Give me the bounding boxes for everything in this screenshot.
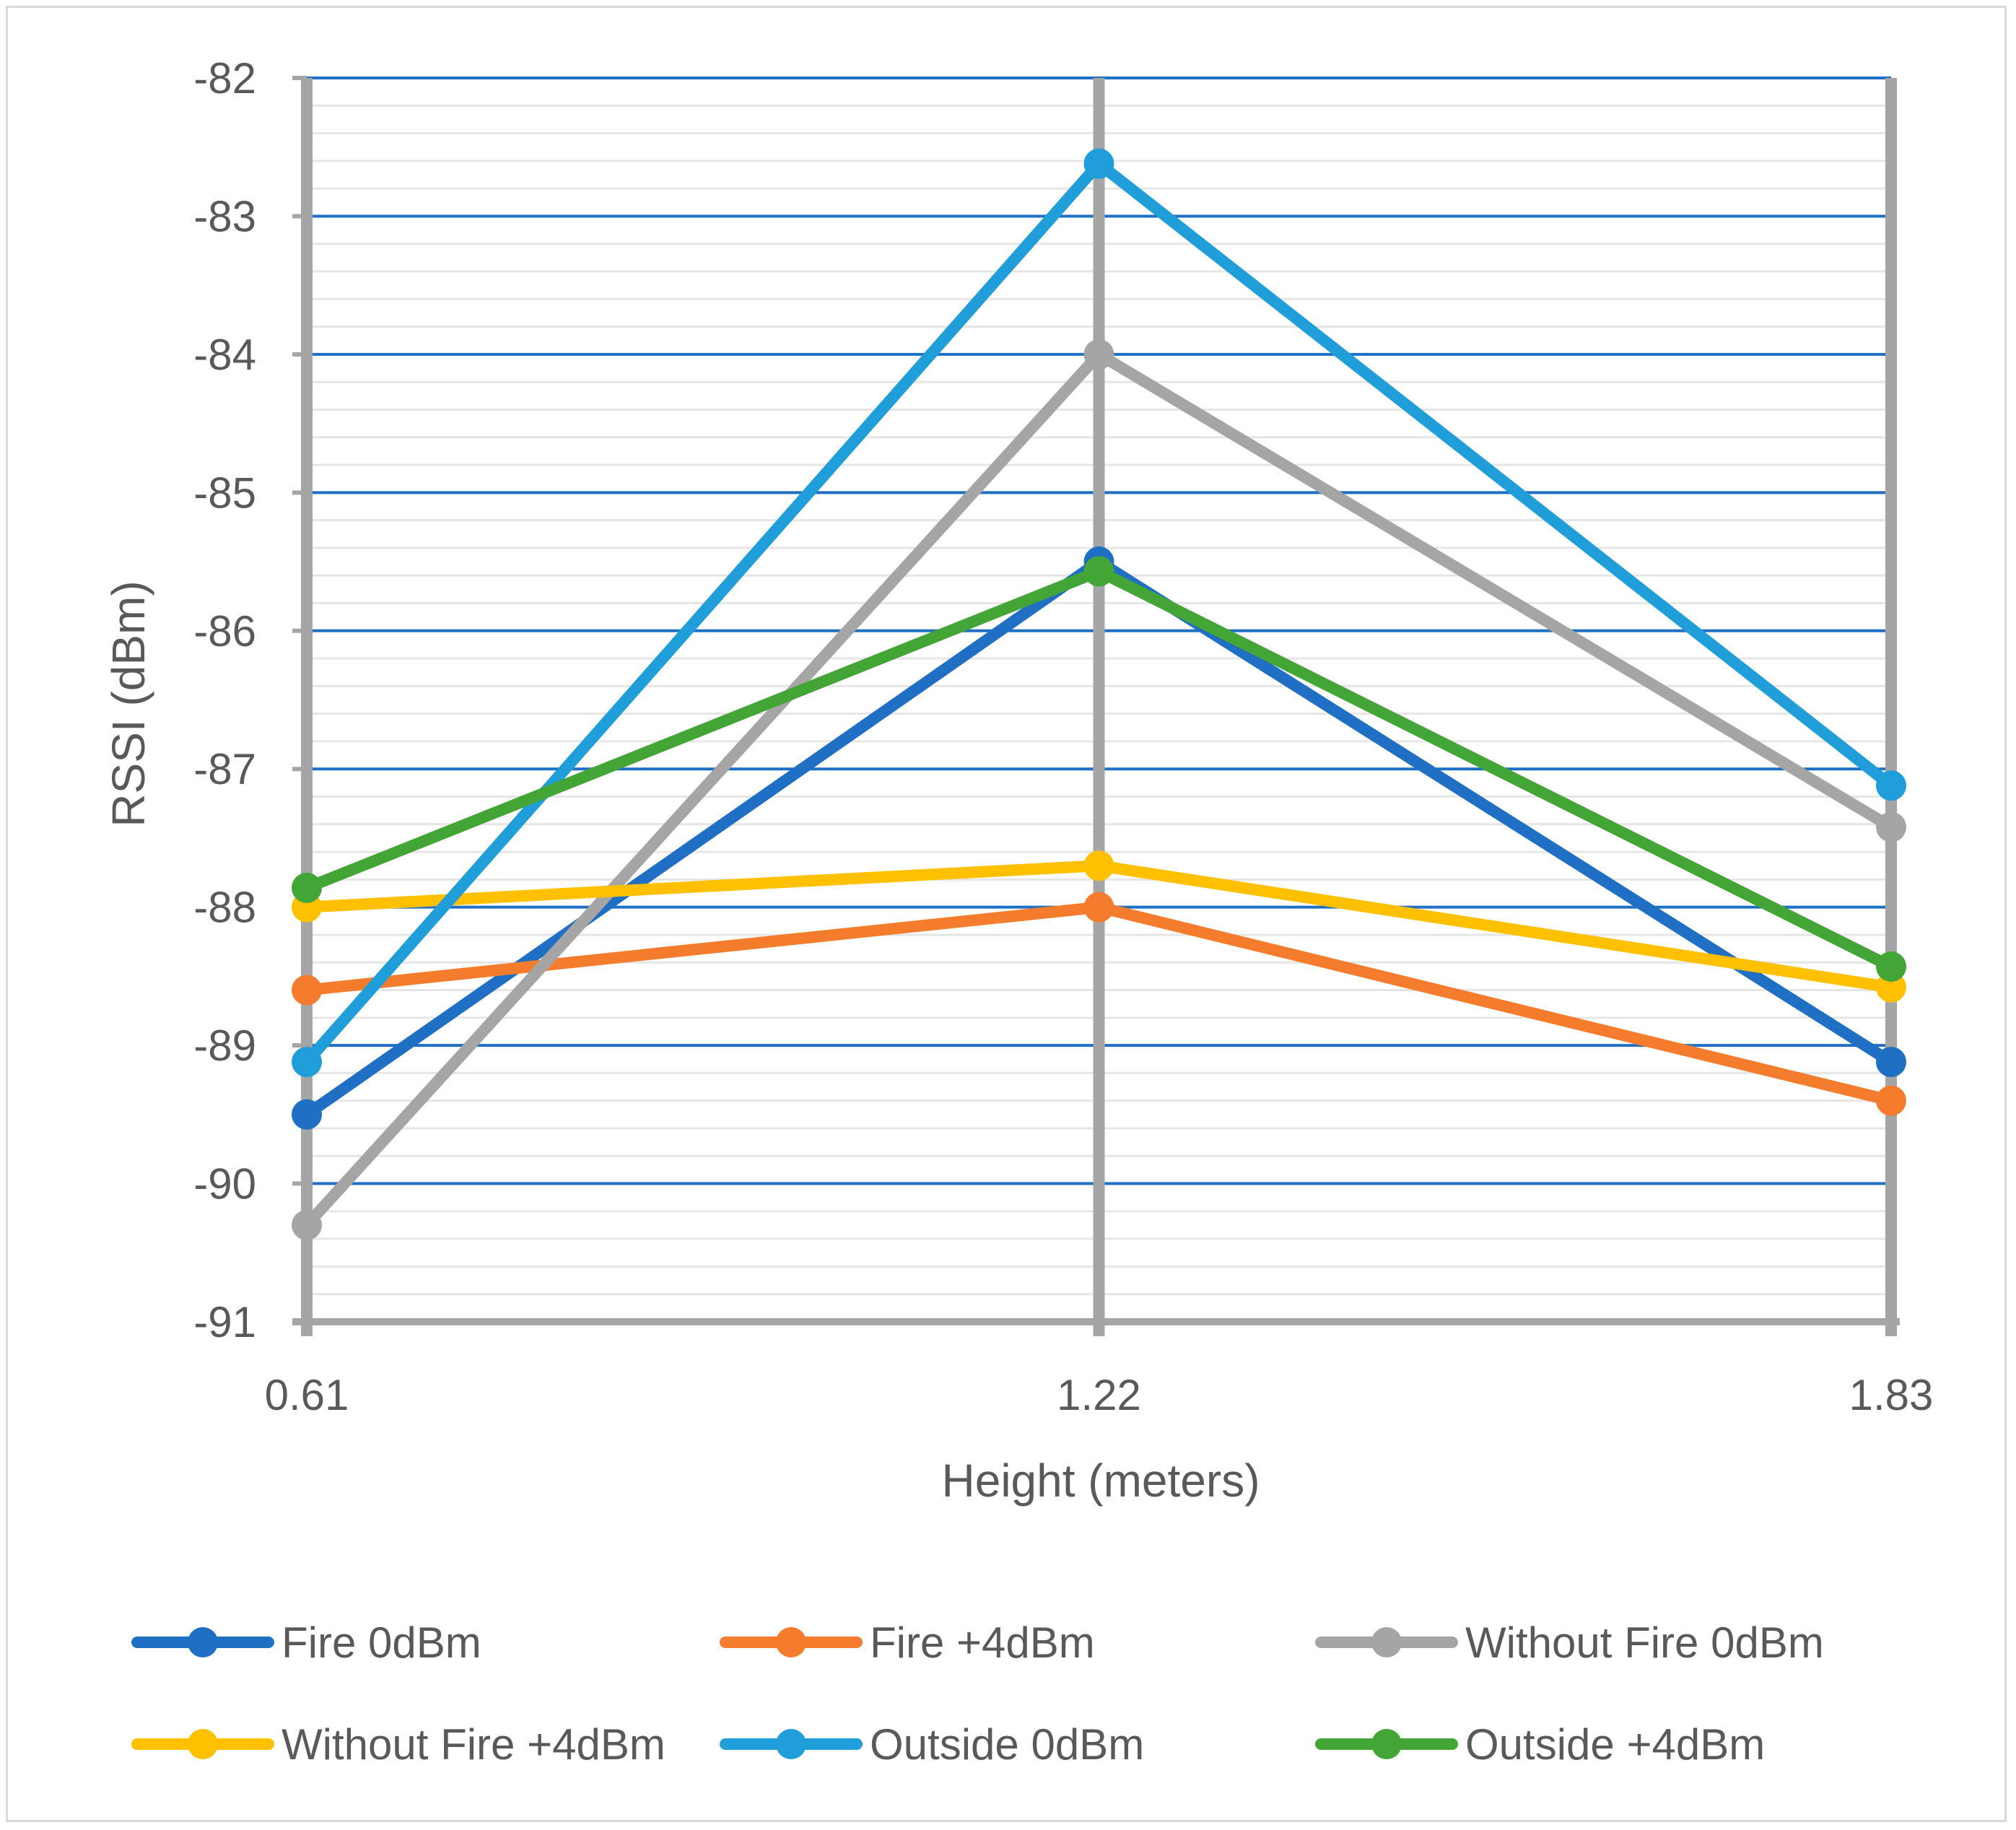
data-point (1876, 951, 1906, 982)
series-layer (292, 148, 1906, 1240)
legend-marker (776, 1627, 806, 1657)
data-point (1876, 972, 1906, 1003)
legend-label: Without Fire +4dBm (282, 1720, 666, 1769)
x-tick-labels: 0.61 1.22 1.83 (265, 1371, 1934, 1419)
y-tick-label: -84 (193, 331, 256, 379)
x-axis-title: Height (meters) (942, 1455, 1260, 1507)
legend-item: Outside +4dBm (1315, 1720, 1765, 1769)
data-point (1083, 556, 1114, 587)
y-tick-label: -82 (193, 54, 256, 103)
legend-marker (188, 1729, 218, 1759)
data-point (292, 872, 322, 903)
data-point (1876, 770, 1906, 801)
data-point (1083, 850, 1114, 881)
data-point (1083, 148, 1114, 179)
x-tick-label: 1.83 (1849, 1371, 1934, 1419)
legend-label: Without Fire 0dBm (1465, 1618, 1824, 1667)
legend-label: Fire 0dBm (282, 1618, 481, 1667)
y-axis-title: RSSI (dBm) (102, 580, 154, 827)
legend-item: Without Fire +4dBm (131, 1720, 666, 1769)
legend: Fire 0dBm Fire +4dBm Without Fire 0dBm With… (131, 1618, 1824, 1769)
legend-item: Fire +4dBm (720, 1618, 1095, 1667)
y-tick-label: -85 (193, 469, 256, 517)
y-tick-label: -89 (193, 1021, 256, 1070)
legend-label: Outside 0dBm (870, 1720, 1144, 1769)
data-point (1876, 1047, 1906, 1078)
x-tick-label: 0.61 (265, 1371, 349, 1419)
legend-item: Without Fire 0dBm (1315, 1618, 1824, 1667)
data-point (1876, 811, 1906, 842)
data-point (292, 1099, 322, 1130)
data-point (1083, 892, 1114, 923)
legend-item: Fire 0dBm (131, 1618, 481, 1667)
data-point (292, 1047, 322, 1078)
y-tick-label: -88 (193, 884, 256, 932)
legend-label: Fire +4dBm (870, 1618, 1095, 1667)
legend-item: Outside 0dBm (720, 1720, 1144, 1769)
legend-marker (188, 1627, 218, 1657)
legend-marker (1371, 1627, 1402, 1657)
y-tick-labels: -82 -83 -84 -85 -86 -87 -88 -89 -90 -91 (193, 54, 256, 1346)
y-tick-label: -91 (193, 1298, 256, 1346)
x-tick-label: 1.22 (1057, 1371, 1141, 1419)
legend-marker (776, 1729, 806, 1759)
data-point (292, 975, 322, 1006)
legend-label: Outside +4dBm (1465, 1720, 1765, 1769)
data-point (1876, 1085, 1906, 1116)
y-tick-label: -83 (193, 192, 256, 240)
y-tick-label: -87 (193, 745, 256, 793)
data-point (292, 1209, 322, 1240)
y-tick-label: -86 (193, 607, 256, 655)
vertical-gridlines (301, 78, 1897, 1336)
data-point (1083, 339, 1114, 370)
legend-marker (1371, 1729, 1402, 1759)
y-tick-label: -90 (193, 1160, 256, 1208)
